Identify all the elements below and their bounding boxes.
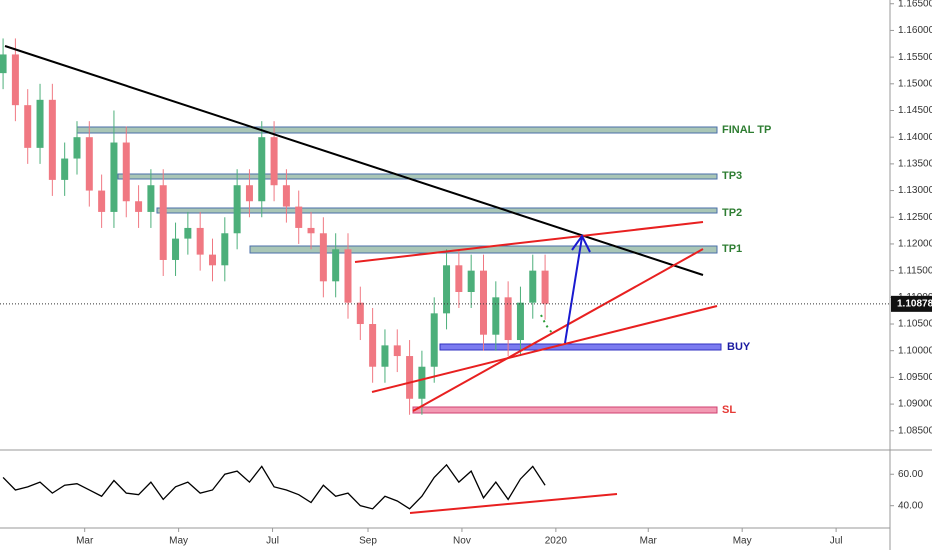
zone-buy xyxy=(439,343,722,351)
candle-body xyxy=(393,345,401,357)
candle-body xyxy=(295,206,303,228)
y-tick-label: 1.12000 xyxy=(898,239,932,250)
x-tick-label: Nov xyxy=(453,536,471,547)
candle-body xyxy=(159,185,167,260)
candle-body xyxy=(332,249,340,282)
x-tick-label: Jul xyxy=(266,536,279,547)
candle-body xyxy=(184,227,192,239)
y-tick-label: 1.14500 xyxy=(898,105,932,116)
candle-body xyxy=(541,270,549,304)
candle-body xyxy=(282,185,290,207)
candle-body xyxy=(147,185,155,212)
y-tick-label: 1.15500 xyxy=(898,52,932,63)
zone-tp2 xyxy=(156,207,718,214)
y-tick-label: 1.16000 xyxy=(898,25,932,36)
candle-body xyxy=(356,302,364,325)
y-tick-label: 1.15000 xyxy=(898,78,932,89)
candle-body xyxy=(258,137,266,202)
zone-label: SL xyxy=(722,404,736,416)
y-tick-label: 1.13500 xyxy=(898,159,932,170)
candle-body xyxy=(381,345,389,367)
candle-body xyxy=(479,270,487,335)
x-tick-label: Mar xyxy=(76,536,94,547)
candle-body xyxy=(110,142,118,212)
candle-body xyxy=(85,137,93,191)
zone-label: TP3 xyxy=(722,170,742,182)
trend-line xyxy=(412,248,704,412)
y-tick-label: 1.13000 xyxy=(898,185,932,196)
candle-body xyxy=(369,324,377,367)
zone-label: TP2 xyxy=(722,207,742,219)
zone-label: BUY xyxy=(727,341,751,353)
candle-body xyxy=(504,297,512,341)
candle-body xyxy=(467,270,475,292)
y-tick-label: 1.09500 xyxy=(898,372,932,383)
x-tick-label: May xyxy=(169,536,188,547)
candle-body xyxy=(492,297,500,335)
candle-body xyxy=(48,99,56,180)
x-tick-label: Jul xyxy=(830,536,843,547)
zone-sl xyxy=(412,406,718,414)
candle-body xyxy=(319,233,327,282)
y-tick-label: 1.09000 xyxy=(898,399,932,410)
candle-body xyxy=(122,142,130,202)
candle-body xyxy=(406,356,414,399)
arrow-head xyxy=(571,234,591,253)
y-tick-label: 1.08500 xyxy=(898,425,932,436)
trend-line xyxy=(354,221,704,263)
candle-body xyxy=(196,227,204,255)
candle-body xyxy=(307,227,315,234)
zone-tp3 xyxy=(117,173,718,180)
candle-body xyxy=(221,233,229,266)
x-tick-label: Mar xyxy=(640,536,658,547)
arrow xyxy=(564,236,583,344)
trend-line xyxy=(371,305,718,393)
candle-body xyxy=(516,302,524,341)
candle-body xyxy=(270,137,278,186)
rsi-trend-line xyxy=(409,493,618,514)
candle-body xyxy=(0,54,7,74)
candle-body xyxy=(24,105,32,148)
x-tick-label: May xyxy=(733,536,752,547)
last-price-label: 1.10878 xyxy=(897,298,932,309)
candle-body xyxy=(98,190,106,212)
candle-body xyxy=(245,185,253,202)
y-tick-label: 1.16500 xyxy=(898,0,932,9)
x-tick-label: 2020 xyxy=(545,536,568,547)
last-price-box xyxy=(891,295,932,312)
zones: FINAL TP TP3 TP2 TP1 BUY SL xyxy=(76,124,771,416)
trend-line xyxy=(4,45,704,276)
zone-tp1 xyxy=(249,245,718,254)
candle-body xyxy=(36,99,44,148)
zone-final-tp xyxy=(76,126,718,134)
drawings xyxy=(4,45,718,514)
candle-body xyxy=(172,238,180,260)
candle-body xyxy=(418,366,426,399)
candle-body xyxy=(233,185,241,234)
y-tick-label: 1.10000 xyxy=(898,345,932,356)
zone-label: TP1 xyxy=(722,243,742,255)
y-tick-label: 1.11500 xyxy=(898,265,932,276)
candle-body xyxy=(208,254,216,266)
y-tick-label: 60.00 xyxy=(898,469,923,480)
y-tick-label: 1.10500 xyxy=(898,319,932,330)
candle-body xyxy=(430,313,438,367)
candle-body xyxy=(455,265,463,292)
candle-body xyxy=(529,270,537,303)
y-tick-label: 1.14000 xyxy=(898,132,932,143)
candle-body xyxy=(73,137,81,159)
zone-label: FINAL TP xyxy=(722,124,771,136)
y-tick-label: 40.00 xyxy=(898,500,923,511)
candles xyxy=(0,38,549,415)
y-tick-label: 1.12500 xyxy=(898,212,932,223)
candle-body xyxy=(344,249,352,303)
candle-body xyxy=(443,265,451,314)
rsi-line xyxy=(2,463,546,510)
candle-body xyxy=(11,54,19,106)
candle-body xyxy=(61,158,69,180)
candle-body xyxy=(135,201,143,212)
x-tick-label: Sep xyxy=(359,536,377,547)
